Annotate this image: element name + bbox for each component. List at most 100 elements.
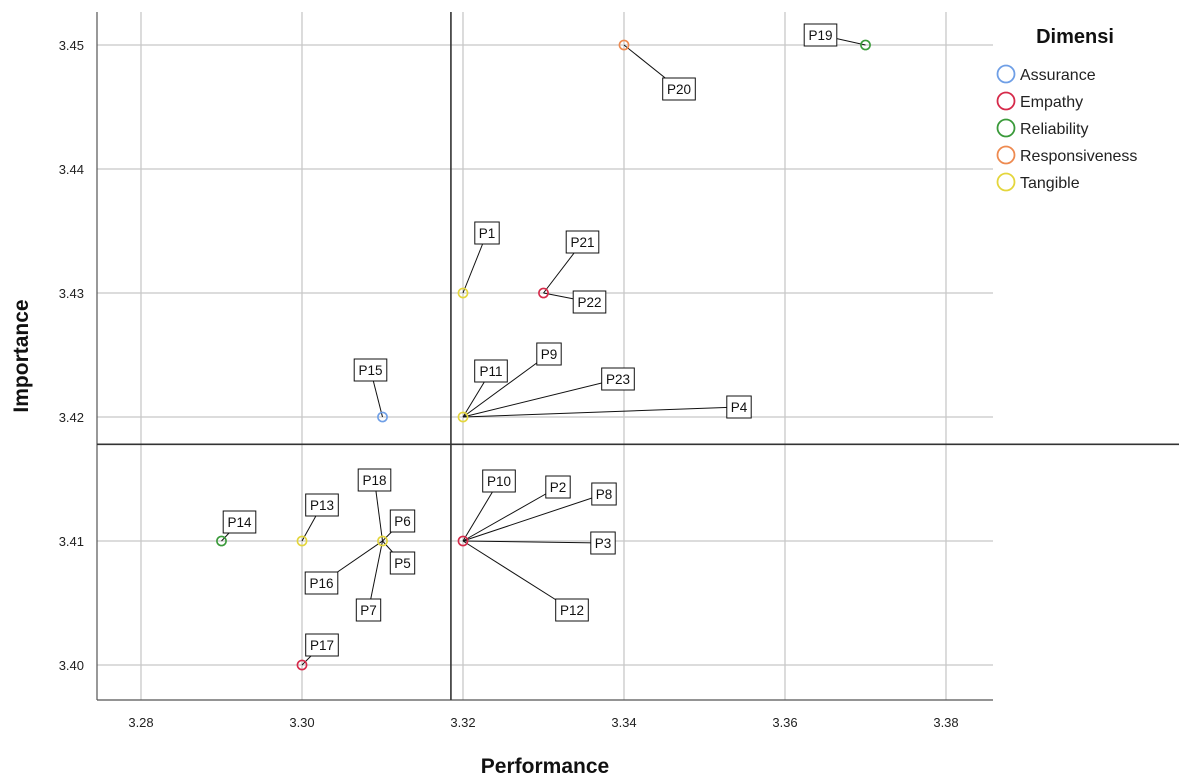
- point-label-box: [482, 469, 516, 493]
- data-point: [377, 535, 388, 547]
- point-label-box: [726, 395, 752, 419]
- y-tick-label: 3.43: [59, 286, 84, 301]
- legend-item: Responsiveness: [996, 145, 1137, 165]
- legend-item: Reliability: [996, 118, 1088, 138]
- point-label-text: P12: [560, 603, 584, 618]
- point-label: P8: [591, 482, 617, 506]
- point-label-box: [355, 598, 382, 622]
- point-label-text: P18: [362, 473, 386, 488]
- point-label-box: [305, 493, 339, 517]
- x-tick-label: 3.32: [450, 715, 475, 730]
- y-tick-label: 3.44: [59, 162, 84, 177]
- point-label-text: P5: [394, 556, 411, 571]
- x-axis-title: Performance: [481, 755, 609, 776]
- point-label: P3: [590, 531, 616, 555]
- label-leader-line: [462, 353, 550, 418]
- point-label-text: P4: [731, 400, 748, 415]
- y-tick-label: 3.45: [59, 38, 84, 53]
- data-point: [457, 287, 469, 299]
- point-label-box: [353, 358, 388, 382]
- point-label-box: [590, 531, 616, 555]
- point-label-text: P23: [606, 372, 630, 387]
- data-point: [538, 287, 549, 299]
- x-tick-label: 3.30: [289, 715, 314, 730]
- point-label: P13: [305, 493, 339, 517]
- point-label-box: [389, 551, 416, 575]
- point-label-box: [601, 367, 635, 391]
- point-label-box: [662, 77, 696, 101]
- legend-label: Tangible: [1020, 175, 1080, 192]
- point-label: P19: [803, 23, 838, 47]
- point-label: P14: [222, 510, 257, 534]
- point-label: P7: [355, 598, 382, 622]
- point-label-box: [803, 23, 838, 47]
- point-label: P11: [474, 359, 508, 383]
- legend-marker-icon: [996, 145, 1016, 165]
- point-label: P15: [353, 358, 388, 382]
- point-label: P20: [662, 77, 696, 101]
- point-label-box: [555, 598, 589, 622]
- legend-label: Empathy: [1020, 94, 1083, 111]
- point-label: P6: [389, 509, 416, 533]
- x-tick-label: 3.34: [611, 715, 636, 730]
- y-tick-label: 3.42: [59, 410, 84, 425]
- legend-label: Assurance: [1020, 67, 1096, 84]
- point-label-box: [545, 475, 571, 499]
- point-label-box: [304, 571, 339, 595]
- point-label-text: P6: [394, 514, 411, 529]
- data-point: [860, 39, 871, 51]
- point-label: P23: [601, 367, 635, 391]
- point-label-text: P11: [479, 364, 502, 379]
- point-label: P22: [572, 290, 607, 314]
- point-label-box: [572, 290, 607, 314]
- data-point: [457, 411, 469, 423]
- label-leader-line: [462, 540, 604, 544]
- point-label-text: P15: [358, 363, 382, 378]
- y-tick-label: 3.41: [59, 534, 84, 549]
- point-label-box: [565, 230, 600, 254]
- point-label-text: P10: [487, 474, 511, 489]
- point-label-text: P7: [360, 603, 377, 618]
- point-label-text: P9: [541, 347, 558, 362]
- data-point: [377, 411, 388, 423]
- point-label: P1: [474, 221, 500, 245]
- x-tick-label: 3.28: [128, 715, 153, 730]
- point-label-text: P1: [479, 226, 496, 241]
- legend-marker-icon: [996, 64, 1016, 84]
- point-label-box: [474, 359, 508, 383]
- point-label-text: P17: [310, 638, 334, 653]
- point-label: P5: [389, 551, 416, 575]
- point-label-box: [305, 633, 339, 657]
- legend-item: Tangible: [996, 172, 1080, 192]
- point-label-box: [591, 482, 617, 506]
- data-point: [618, 39, 630, 51]
- point-label-text: P2: [550, 480, 567, 495]
- x-tick-label: 3.38: [933, 715, 958, 730]
- data-point: [296, 535, 308, 547]
- point-label: P10: [482, 469, 516, 493]
- legend-label: Responsiveness: [1020, 148, 1137, 165]
- legend-item: Assurance: [996, 64, 1096, 84]
- label-leader-line: [462, 540, 573, 611]
- data-point: [457, 535, 469, 547]
- point-label-box: [222, 510, 257, 534]
- point-label-text: P14: [227, 515, 252, 530]
- y-axis-title: Importance: [10, 299, 33, 412]
- point-label-box: [389, 509, 416, 533]
- label-leader-line: [462, 378, 619, 418]
- point-label: P17: [305, 633, 339, 657]
- point-label-box: [474, 221, 500, 245]
- point-label-text: P13: [310, 498, 334, 513]
- point-label-text: P16: [309, 576, 333, 591]
- point-label-box: [536, 342, 562, 366]
- point-label: P9: [536, 342, 562, 366]
- label-leader-line: [462, 493, 605, 542]
- legend-item: Empathy: [996, 91, 1083, 111]
- legend-title: Dimensi: [1036, 26, 1114, 48]
- point-label-text: P21: [570, 235, 594, 250]
- point-label-box: [357, 468, 392, 492]
- point-label: P18: [357, 468, 392, 492]
- data-point: [296, 659, 308, 671]
- point-label-text: P20: [667, 82, 691, 97]
